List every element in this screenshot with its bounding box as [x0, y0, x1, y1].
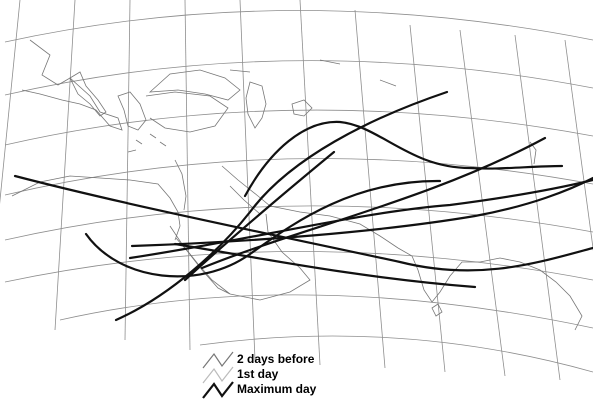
- se-asia-coast: [519, 261, 583, 331]
- legend-item-2-days-before: 2 days before: [202, 351, 315, 369]
- balkans-coast: [117, 91, 147, 131]
- legend-item-1st-day: 1st day: [202, 366, 279, 384]
- north-africa-coast: [11, 175, 181, 241]
- latitude-line: [4, 158, 593, 196]
- trajectory-line: [128, 178, 593, 260]
- coastlines: [11, 39, 583, 331]
- latitude-line: [4, 251, 593, 283]
- caspian-sea: [245, 81, 267, 129]
- trajectory-line: [13, 174, 593, 272]
- longitude-line: [564, 39, 593, 251]
- legend-swatch-maximum-day: [202, 381, 234, 399]
- central-asia-lake: [291, 99, 313, 117]
- latitude-line: [4, 205, 593, 241]
- longitude-line: [239, 0, 256, 361]
- latitude-line: [4, 10, 593, 43]
- longitude-line: [354, 9, 386, 369]
- latitude-line: [59, 294, 593, 329]
- turkey-coast: [145, 91, 229, 133]
- trajectory-line: [200, 136, 547, 270]
- latitude-line: [4, 109, 593, 146]
- legend-label-2-days-before: 2 days before: [237, 352, 315, 366]
- longitude-line: [184, 0, 191, 351]
- legend-swatch-2-days-before: [202, 351, 234, 369]
- black-sea: [148, 69, 241, 101]
- latitude-line: [199, 335, 593, 373]
- trajectory-line: [183, 150, 336, 282]
- longitude-line: [514, 34, 561, 381]
- legend-label-1st-day: 1st day: [237, 367, 279, 381]
- europe-coast: [21, 39, 123, 131]
- legend: 2 days before 1st day Maximum day: [202, 351, 317, 399]
- trajectories: [13, 90, 593, 322]
- longitude-line: [0, 0, 21, 205]
- trajectory-line: [243, 120, 564, 198]
- legend-label-maximum-day: Maximum day: [237, 382, 317, 396]
- greece-islands: [127, 133, 167, 153]
- longitude-line: [124, 0, 131, 341]
- russia-north: [229, 59, 397, 87]
- longitude-line: [54, 0, 76, 331]
- trajectory-line: [173, 242, 477, 289]
- italy-coast: [69, 71, 107, 117]
- graticule: [0, 0, 593, 381]
- legend-item-maximum-day: Maximum day: [202, 381, 317, 399]
- longitude-line: [409, 24, 446, 373]
- longitude-line: [299, 0, 321, 366]
- latitude-line: [4, 60, 593, 96]
- sri-lanka: [431, 303, 443, 317]
- levant-coast: [174, 159, 187, 211]
- trajectory-line: [114, 90, 449, 322]
- longitude-line: [459, 29, 506, 377]
- legend-swatch-1st-day: [202, 366, 234, 384]
- trajectory-line: [84, 179, 442, 278]
